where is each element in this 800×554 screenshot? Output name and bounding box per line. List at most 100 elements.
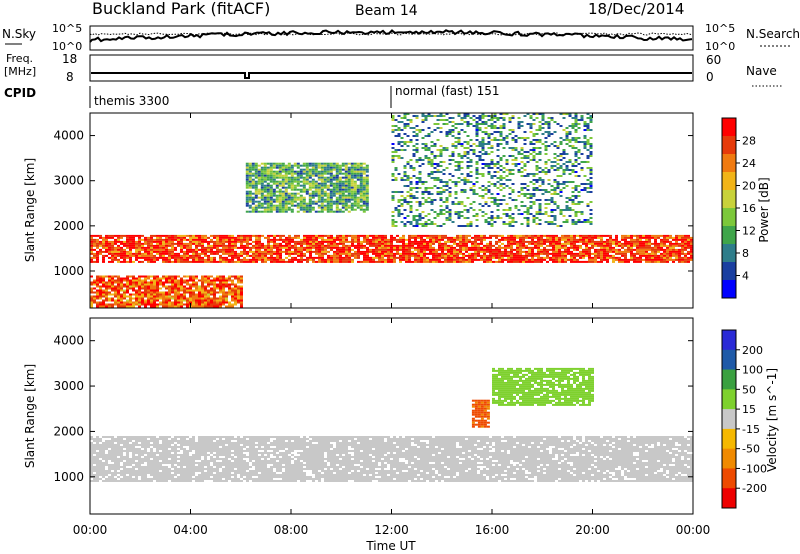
heatmap-cell bbox=[297, 246, 300, 249]
heatmap-cell bbox=[231, 254, 234, 257]
heatmap-cell bbox=[366, 256, 369, 259]
heatmap-cell bbox=[621, 260, 624, 263]
heatmap-cell bbox=[123, 305, 126, 308]
heatmap-cell bbox=[475, 163, 479, 165]
heatmap-cell bbox=[198, 238, 201, 241]
heatmap-cell bbox=[624, 250, 627, 253]
heatmap-cell bbox=[591, 234, 594, 237]
heatmap-cell bbox=[597, 254, 600, 257]
heatmap-cell bbox=[444, 244, 447, 247]
heatmap-cell bbox=[606, 246, 609, 249]
heatmap-cell bbox=[198, 234, 201, 237]
heatmap-cell bbox=[272, 206, 276, 209]
heatmap-cell bbox=[96, 250, 99, 253]
heatmap-cell bbox=[657, 234, 660, 237]
heatmap-cell bbox=[481, 173, 485, 175]
heatmap-cell bbox=[436, 119, 440, 121]
heatmap-cell bbox=[384, 254, 387, 257]
heatmap-cell bbox=[96, 258, 99, 261]
heatmap-cell bbox=[436, 163, 440, 165]
heatmap-cell bbox=[144, 238, 147, 241]
heatmap-cell bbox=[251, 186, 255, 189]
heatmap-cell bbox=[290, 182, 294, 185]
heatmap-cell bbox=[415, 219, 419, 221]
heatmap-cell bbox=[201, 285, 204, 288]
heatmap-cell bbox=[153, 283, 156, 286]
heatmap-cell bbox=[132, 279, 135, 282]
heatmap-cell bbox=[648, 248, 651, 251]
heatmap-cell bbox=[186, 279, 189, 282]
heatmap-cell bbox=[123, 234, 126, 237]
heatmap-cell bbox=[210, 279, 213, 282]
heatmap-cell bbox=[465, 258, 468, 261]
heatmap-cell bbox=[186, 303, 189, 306]
heatmap-cell bbox=[621, 236, 624, 239]
heatmap-cell bbox=[448, 121, 452, 123]
heatmap-cell bbox=[321, 240, 324, 243]
heatmap-cell bbox=[228, 236, 231, 239]
heatmap-cell bbox=[213, 301, 216, 304]
heatmap-cell bbox=[454, 213, 458, 215]
heatmap-cell bbox=[287, 172, 291, 175]
heatmap-cell bbox=[475, 169, 479, 171]
heatmap-cell bbox=[159, 248, 162, 251]
heatmap-cell bbox=[303, 236, 306, 239]
heatmap-cell bbox=[684, 234, 687, 237]
heatmap-cell bbox=[391, 191, 395, 193]
heatmap-cell bbox=[306, 242, 309, 245]
heatmap-cell bbox=[423, 250, 426, 253]
heatmap-cell bbox=[231, 238, 234, 241]
heatmap-cell bbox=[600, 244, 603, 247]
heatmap-cell bbox=[511, 213, 515, 215]
heatmap-cell bbox=[222, 299, 225, 302]
heatmap-cell bbox=[254, 200, 258, 203]
heatmap-cell bbox=[393, 252, 396, 255]
heatmap-cell bbox=[487, 197, 491, 199]
heatmap-cell bbox=[174, 234, 177, 237]
heatmap-cell bbox=[251, 198, 255, 201]
heatmap-cell bbox=[320, 170, 324, 173]
heatmap-cell bbox=[523, 187, 527, 189]
heatmap-cell bbox=[451, 221, 455, 223]
heatmap-cell bbox=[320, 200, 324, 203]
heatmap-cell bbox=[341, 194, 345, 197]
heatmap-cell bbox=[621, 242, 624, 245]
heatmap-cell bbox=[320, 204, 324, 207]
heatmap-cell bbox=[93, 291, 96, 294]
heatmap-cell bbox=[320, 202, 324, 205]
heatmap-cell bbox=[156, 252, 159, 255]
heatmap-cell bbox=[445, 133, 449, 135]
heatmap-cell bbox=[272, 174, 276, 177]
heatmap-cell bbox=[278, 206, 282, 209]
heatmap-cell bbox=[669, 254, 672, 257]
heatmap-cell bbox=[603, 258, 606, 261]
heatmap-cell bbox=[366, 236, 369, 239]
heatmap-cell bbox=[487, 223, 491, 225]
heatmap-cell bbox=[463, 177, 467, 179]
heatmap-cell bbox=[180, 234, 183, 237]
heatmap-cell bbox=[672, 260, 675, 263]
heatmap-cell bbox=[195, 248, 198, 251]
heatmap-cell bbox=[359, 162, 363, 165]
heatmap-cell bbox=[327, 238, 330, 241]
heatmap-cell bbox=[120, 289, 123, 292]
heatmap-cell bbox=[231, 293, 234, 296]
heatmap-cell bbox=[475, 117, 479, 119]
heatmap-cell bbox=[654, 254, 657, 257]
heatmap-cell bbox=[189, 289, 192, 292]
heatmap-cell bbox=[117, 248, 120, 251]
heatmap-cell bbox=[627, 240, 630, 243]
heatmap-cell bbox=[326, 184, 330, 187]
heatmap-cell bbox=[258, 248, 261, 251]
heatmap-cell bbox=[105, 293, 108, 296]
heatmap-cell bbox=[284, 180, 288, 183]
heatmap-cell bbox=[108, 293, 111, 296]
heatmap-cell bbox=[406, 201, 410, 203]
heatmap-cell bbox=[261, 244, 264, 247]
heatmap-cell bbox=[180, 242, 183, 245]
heatmap-cell bbox=[144, 303, 147, 306]
heatmap-cell bbox=[123, 260, 126, 263]
heatmap-cell bbox=[490, 225, 494, 227]
heatmap-cell bbox=[195, 246, 198, 249]
heatmap-cell bbox=[418, 223, 422, 225]
